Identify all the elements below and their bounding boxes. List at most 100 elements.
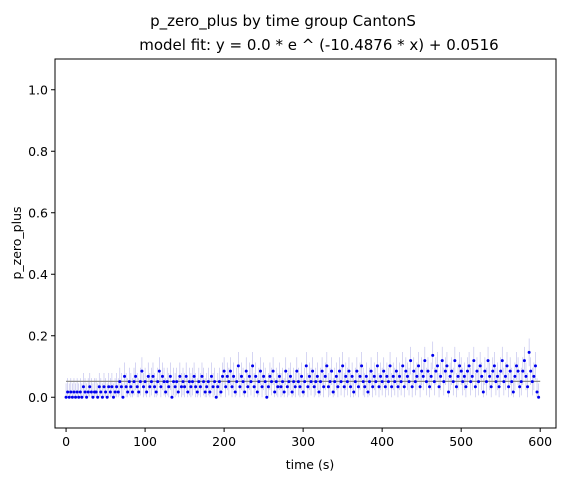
data-point [434,369,438,373]
data-point [282,390,286,394]
x-axis-label: time (s) [286,457,334,472]
x-tick-label: 500 [449,434,473,449]
chart-title: p_zero_plus by time group CantonS [150,12,416,31]
data-point [323,374,327,378]
data-point [81,385,85,389]
y-axis-label: p_zero_plus [9,206,24,279]
data-point [274,380,278,384]
chart-subtitle: model fit: y = 0.0 * e ^ (-10.4876 * x) … [139,36,498,54]
y-tick-label: 0.6 [28,205,48,220]
data-point [484,380,488,384]
data-point [375,364,379,368]
data-point [526,385,530,389]
data-point [233,390,237,394]
data-point [222,369,226,373]
data-point [353,380,357,384]
data-point [413,380,417,384]
data-point [145,390,149,394]
data-point [135,385,139,389]
data-point [64,395,68,399]
data-point [470,374,474,378]
data-point [480,374,484,378]
data-point [273,390,277,394]
data-point [443,369,447,373]
data-point [228,369,232,373]
data-point [132,380,136,384]
data-point [260,385,264,389]
data-point [276,385,280,389]
data-points [64,350,541,399]
data-point [437,385,441,389]
data-point [510,380,514,384]
data-point [89,390,93,394]
data-point [383,385,387,389]
x-tick-label: 0 [62,434,70,449]
data-point [209,374,213,378]
data-point [491,369,495,373]
data-point [111,395,115,399]
data-point [317,390,321,394]
data-point [497,385,501,389]
data-point [315,374,319,378]
data-point [224,385,228,389]
data-point [418,385,422,389]
data-point [258,369,262,373]
data-point [522,359,526,363]
data-point [194,385,198,389]
data-point [157,369,161,373]
data-point [331,390,335,394]
data-point [350,374,354,378]
data-point [300,374,304,378]
data-point [257,380,261,384]
data-point [398,374,402,378]
data-point [320,369,324,373]
data-point [355,369,359,373]
data-point [341,364,345,368]
data-point [77,395,81,399]
data-point [88,385,92,389]
data-point [364,374,368,378]
data-point [91,395,95,399]
data-point [214,395,218,399]
data-point [371,385,375,389]
data-point [277,374,281,378]
data-point [516,369,520,373]
y-tick-label: 0.4 [28,267,48,282]
data-point [72,390,76,394]
data-point [307,374,311,378]
data-point [337,369,341,373]
data-point [492,364,496,368]
data-point [206,380,210,384]
data-point [382,369,386,373]
data-point [496,374,500,378]
data-point [521,369,525,373]
data-point [518,385,522,389]
data-point [453,359,457,363]
data-point [116,390,120,394]
data-point [241,380,245,384]
data-point [301,390,305,394]
data-point [97,385,101,389]
data-point [339,380,343,384]
data-point [287,380,291,384]
data-point [402,385,406,389]
data-point [244,369,248,373]
data-point [451,380,455,384]
data-point [123,374,127,378]
data-point [358,374,362,378]
data-point [529,369,533,373]
data-point [368,380,372,384]
data-point [486,359,490,363]
x-axis-ticks: 0 100 200 300 400 500 600 [62,428,552,449]
data-point [295,369,299,373]
data-point [537,395,541,399]
data-point [270,380,274,384]
data-point [475,369,479,373]
data-point [489,385,493,389]
data-point [423,359,427,363]
data-point [399,380,403,384]
data-point [284,369,288,373]
data-point [458,364,462,368]
data-point [500,359,504,363]
